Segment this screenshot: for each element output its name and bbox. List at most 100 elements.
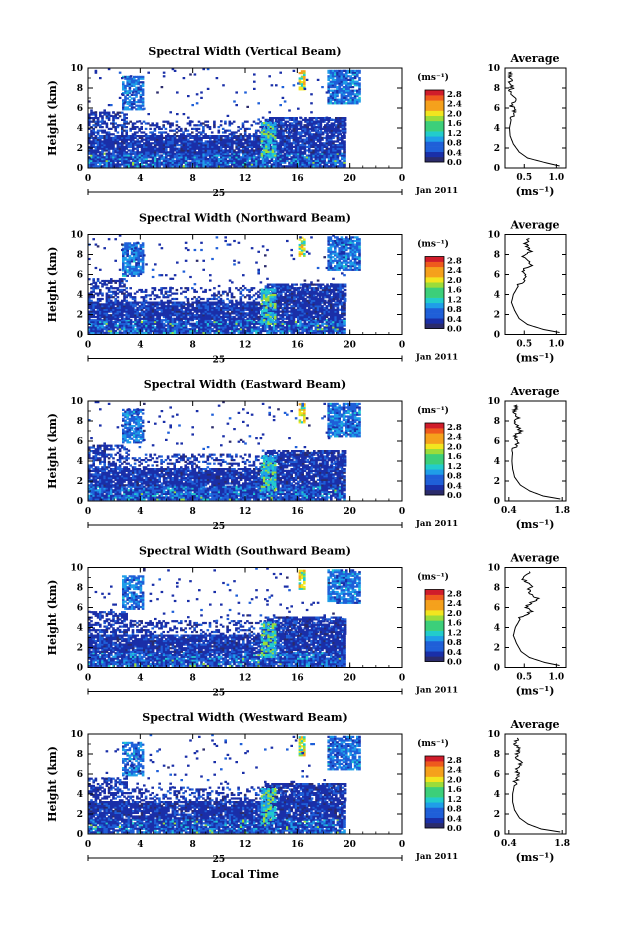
avg-y-tick-label: 2 bbox=[494, 144, 500, 154]
avg-y-tick-label: 8 bbox=[494, 750, 500, 760]
panel-title: Spectral Width (Northward Beam) bbox=[139, 212, 351, 225]
colorbar-tick-label: 0.0 bbox=[447, 158, 462, 168]
day-label: 25 bbox=[213, 356, 226, 366]
colorbar-unit: (ms⁻¹) bbox=[417, 405, 449, 416]
colorbar-tick-label: 1.6 bbox=[447, 452, 462, 462]
colorbar-segment bbox=[425, 423, 444, 429]
avg-y-tick-label: 10 bbox=[487, 564, 500, 574]
colorbar-segment bbox=[425, 302, 444, 309]
y-tick-label: 4 bbox=[77, 291, 83, 301]
colorbar-segment bbox=[425, 323, 444, 329]
colorbar-tick-label: 2.8 bbox=[447, 423, 462, 433]
colorbar-tick-label: 0.8 bbox=[447, 805, 462, 815]
colorbar-segment bbox=[425, 95, 444, 101]
colorbar-tick-label: 2.8 bbox=[447, 90, 462, 100]
panel-title: Spectral Width (Westward Beam) bbox=[142, 711, 347, 724]
average-title: Average bbox=[509, 52, 559, 65]
x-tick-label: 8 bbox=[190, 341, 196, 351]
x-tick-label: 16 bbox=[291, 174, 304, 184]
avg-x-tick-label: 0.5 bbox=[516, 340, 532, 350]
average-frame bbox=[504, 234, 567, 335]
colorbar-tick-label: 1.2 bbox=[447, 295, 462, 305]
colorbar-segment bbox=[425, 479, 444, 486]
x-tick-label: 20 bbox=[343, 840, 356, 850]
y-tick-label: 2 bbox=[77, 477, 83, 487]
average-title: Average bbox=[509, 219, 559, 232]
colorbar-tick-label: 0.8 bbox=[447, 638, 462, 648]
colorbar-segment bbox=[425, 271, 444, 278]
colorbar-segment bbox=[425, 756, 444, 762]
colorbar-segment bbox=[425, 151, 444, 158]
y-tick-label: 0 bbox=[77, 664, 83, 674]
colorbar-tick-label: 2.0 bbox=[447, 276, 462, 286]
avg-y-tick-label: 6 bbox=[494, 437, 500, 447]
colorbar-frame bbox=[424, 256, 445, 329]
colorbar-segment bbox=[425, 599, 444, 606]
x-tick-label: 12 bbox=[239, 174, 252, 184]
colorbar-segment bbox=[425, 469, 444, 475]
y-tick-label: 6 bbox=[77, 437, 83, 447]
colorbar-tick-label: 2.4 bbox=[447, 266, 462, 276]
panel-title: Spectral Width (Eastward Beam) bbox=[144, 378, 346, 391]
avg-y-tick-label: 8 bbox=[494, 84, 500, 94]
colorbar-tick-label: 2.0 bbox=[447, 775, 462, 785]
avg-x-label: (ms⁻¹) bbox=[516, 352, 555, 365]
colorbar-unit: (ms⁻¹) bbox=[417, 738, 449, 749]
avg-y-tick-label: 8 bbox=[494, 251, 500, 261]
avg-x-label: (ms⁻¹) bbox=[516, 518, 555, 531]
colorbar-segment bbox=[425, 428, 444, 434]
x-tick-label: 8 bbox=[190, 674, 196, 684]
y-tick-label: 2 bbox=[77, 311, 83, 321]
colorbar-segment bbox=[425, 797, 444, 803]
avg-y-tick-label: 0 bbox=[494, 164, 500, 174]
colorbar-tick-label: 2.8 bbox=[447, 590, 462, 600]
colorbar-segment bbox=[425, 90, 444, 96]
avg-y-tick-label: 0 bbox=[494, 830, 500, 840]
colorbar-segment bbox=[425, 110, 444, 117]
avg-x-label: (ms⁻¹) bbox=[516, 185, 555, 198]
y-tick-label: 10 bbox=[70, 730, 83, 740]
colorbar-segment bbox=[425, 620, 444, 626]
colorbar-tick-label: 1.6 bbox=[447, 785, 462, 795]
date-label: Jan 2011 bbox=[415, 852, 458, 862]
y-axis-label: Height (km) bbox=[46, 247, 59, 323]
avg-x-tick-label: 1.8 bbox=[554, 506, 570, 516]
y-tick-label: 0 bbox=[77, 497, 83, 507]
avg-y-tick-label: 8 bbox=[494, 417, 500, 427]
colorbar-segment bbox=[425, 438, 444, 444]
x-tick-label: 0 bbox=[85, 174, 91, 184]
average-profile-line bbox=[512, 571, 560, 666]
colorbar-tick-label: 0.8 bbox=[447, 472, 462, 482]
colorbar-tick-label: 0.8 bbox=[447, 139, 462, 149]
colorbar-segment bbox=[425, 625, 444, 631]
y-tick-label: 2 bbox=[77, 644, 83, 654]
avg-y-tick-label: 6 bbox=[494, 104, 500, 114]
x-tick-label: 0 bbox=[399, 840, 405, 850]
colorbar-segment bbox=[425, 256, 444, 262]
colorbar-tick-label: 1.2 bbox=[447, 129, 462, 139]
colorbar-segment bbox=[425, 630, 444, 637]
y-tick-label: 10 bbox=[70, 64, 83, 74]
avg-y-tick-label: 10 bbox=[487, 730, 500, 740]
colorbar-tick-label: 2.0 bbox=[447, 109, 462, 119]
colorbar-tick-label: 2.8 bbox=[447, 756, 462, 766]
avg-x-tick-label: 0.5 bbox=[516, 173, 532, 183]
colorbar-frame bbox=[424, 89, 445, 163]
colorbar-tick-label: 0.4 bbox=[447, 148, 462, 158]
colorbar-segment bbox=[425, 771, 444, 777]
date-label: Jan 2011 bbox=[415, 519, 458, 529]
avg-y-tick-label: 10 bbox=[487, 397, 500, 407]
colorbar-tick-label: 2.4 bbox=[447, 766, 462, 776]
colorbar-tick-label: 2.4 bbox=[447, 433, 462, 443]
colorbar-segment bbox=[425, 443, 444, 450]
avg-x-label: (ms⁻¹) bbox=[516, 851, 555, 864]
colorbar-segment bbox=[425, 100, 444, 106]
x-tick-label: 4 bbox=[137, 674, 143, 684]
avg-x-tick-label: 0.5 bbox=[516, 673, 532, 683]
y-tick-label: 0 bbox=[77, 830, 83, 840]
avg-x-tick-label: 1.0 bbox=[549, 173, 565, 183]
average-frame bbox=[504, 400, 567, 502]
colorbar-segment bbox=[425, 156, 444, 163]
colorbar-segment bbox=[425, 484, 444, 491]
average-title: Average bbox=[509, 385, 559, 398]
